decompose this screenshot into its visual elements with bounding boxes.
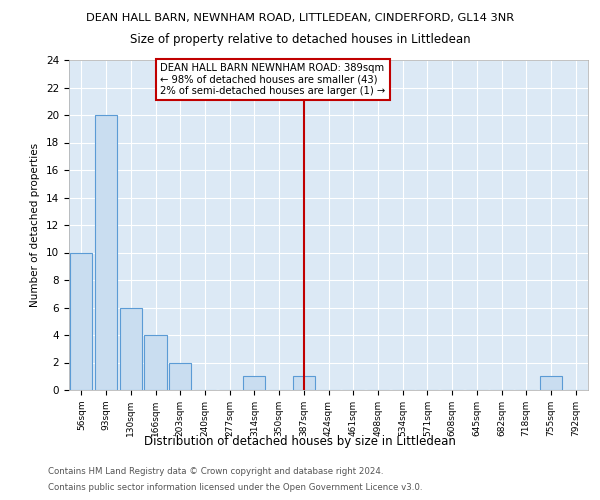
Bar (145, 335, 167, 390)
Bar (70, 252, 92, 390)
Y-axis label: Number of detached properties: Number of detached properties (31, 143, 40, 307)
Text: Size of property relative to detached houses in Littledean: Size of property relative to detached ho… (130, 32, 470, 46)
Bar (540, 376, 562, 390)
Text: Contains public sector information licensed under the Open Government Licence v3: Contains public sector information licen… (48, 482, 422, 492)
Bar (293, 376, 315, 390)
Text: DEAN HALL BARN NEWNHAM ROAD: 389sqm
← 98% of detached houses are smaller (43)
2%: DEAN HALL BARN NEWNHAM ROAD: 389sqm ← 98… (160, 62, 386, 96)
Bar (119, 308, 142, 390)
Bar (169, 362, 191, 390)
Text: Contains HM Land Registry data © Crown copyright and database right 2024.: Contains HM Land Registry data © Crown c… (48, 468, 383, 476)
Text: DEAN HALL BARN, NEWNHAM ROAD, LITTLEDEAN, CINDERFORD, GL14 3NR: DEAN HALL BARN, NEWNHAM ROAD, LITTLEDEAN… (86, 12, 514, 22)
Bar (243, 376, 265, 390)
Bar (95, 115, 117, 390)
Text: Distribution of detached houses by size in Littledean: Distribution of detached houses by size … (144, 435, 456, 448)
